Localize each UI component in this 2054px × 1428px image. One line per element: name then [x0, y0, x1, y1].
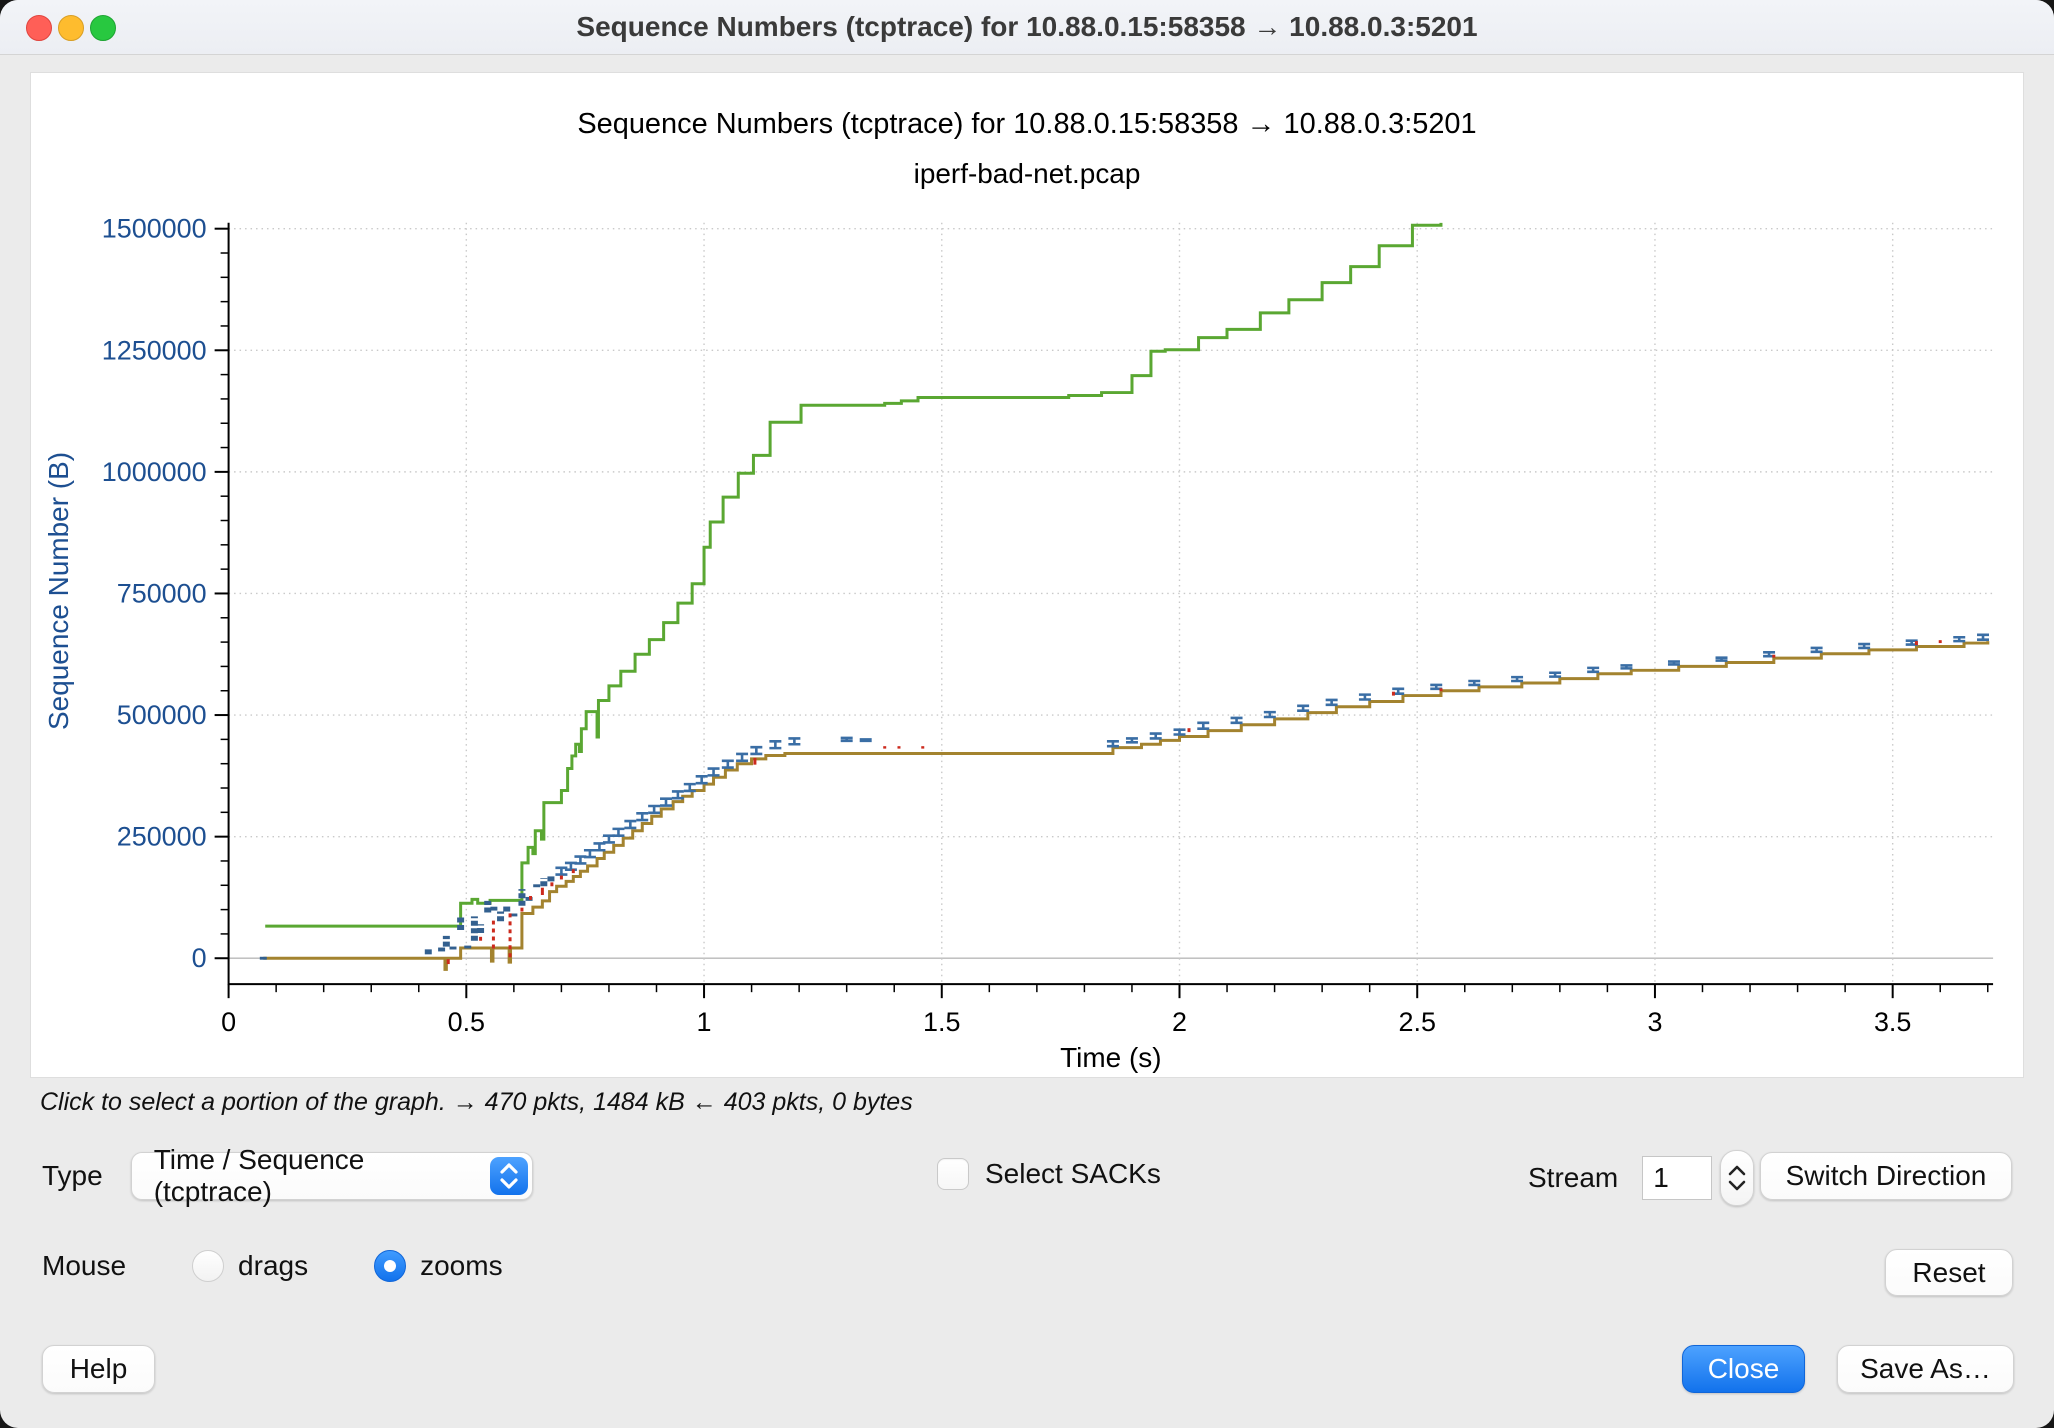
popup-chevrons-icon — [489, 1157, 528, 1195]
series-segment-bursts-blue — [259, 875, 555, 960]
help-button[interactable]: Help — [42, 1345, 155, 1393]
chart-subtitle: iperf-bad-net.pcap — [914, 158, 1141, 189]
y-axis-label: Sequence Number (B) — [43, 452, 74, 730]
svg-text:3: 3 — [1647, 1007, 1662, 1037]
y-tick-labels: 0 250000 500000 750000 1000000 1250000 1500000 — [102, 214, 207, 974]
svg-text:2.5: 2.5 — [1398, 1007, 1435, 1037]
stepper-down-icon — [1728, 1180, 1746, 1191]
stream-number-input[interactable] — [1642, 1156, 1713, 1200]
graph-type-value: Time / Sequence (tcptrace) — [153, 1144, 365, 1207]
chart-title: Sequence Numbers (tcptrace) for 10.88.0.… — [577, 108, 1476, 140]
tcp-sequence-graph[interactable]: 0 0.5 1 1.5 2 2.5 3 3.5 0 250000 500000 750000 10000… — [31, 73, 2023, 1077]
svg-text:1000000: 1000000 — [102, 457, 207, 487]
svg-text:1: 1 — [697, 1007, 712, 1037]
stepper-up-icon — [1728, 1165, 1746, 1176]
svg-text:0.5: 0.5 — [448, 1007, 485, 1037]
window-title: Sequence Numbers (tcptrace) for 10.88.0.… — [576, 11, 1478, 42]
svg-text:1.5: 1.5 — [923, 1007, 960, 1037]
svg-text:1500000: 1500000 — [102, 214, 207, 244]
save-as-button[interactable]: Save As… — [1837, 1345, 2014, 1393]
chart-card: 0 0.5 1 1.5 2 2.5 3 3.5 0 250000 500000 750000 10000… — [30, 72, 2024, 1078]
gridlines — [228, 222, 1994, 985]
x-axis-label: Time (s) — [1060, 1042, 1161, 1073]
svg-text:1250000: 1250000 — [102, 335, 207, 365]
graph-type-select[interactable]: Time / Sequence (tcptrace) — [130, 1144, 533, 1207]
titlebar: Sequence Numbers (tcptrace) for 10.88.0.… — [0, 0, 2054, 55]
series-data-segments-blue — [555, 633, 1990, 876]
type-label: Type — [42, 1160, 103, 1191]
svg-text:500000: 500000 — [117, 700, 207, 730]
mouse-zooms-label: zooms — [420, 1250, 503, 1281]
mouse-drags-radio[interactable] — [192, 1250, 225, 1282]
window-minimize-button[interactable] — [58, 15, 84, 41]
stream-label: Stream — [1528, 1162, 1619, 1193]
mouse-zooms-radio[interactable] — [374, 1250, 407, 1282]
reset-button[interactable]: Reset — [1885, 1249, 2013, 1296]
window-zoom-button[interactable] — [90, 15, 116, 41]
series-sack-retransmission-red — [446, 640, 1942, 965]
series-ack-line-brown — [263, 641, 1990, 971]
svg-text:3.5: 3.5 — [1874, 1007, 1911, 1037]
stream-stepper[interactable] — [1720, 1150, 1755, 1206]
select-sacks-label: Select SACKs — [985, 1158, 1161, 1189]
svg-text:250000: 250000 — [117, 822, 207, 852]
series-receive-window-green — [265, 222, 1443, 928]
select-sacks-checkbox[interactable] — [937, 1158, 969, 1190]
window-close-button[interactable] — [26, 15, 52, 41]
svg-text:0: 0 — [192, 943, 207, 973]
svg-text:750000: 750000 — [117, 578, 207, 608]
switch-direction-button[interactable]: Switch Direction — [1760, 1152, 2012, 1200]
close-button[interactable]: Close — [1682, 1345, 1805, 1393]
mouse-drags-label: drags — [238, 1250, 309, 1281]
axes — [214, 222, 1994, 999]
x-tick-labels: 0 0.5 1 1.5 2 2.5 3 3.5 — [221, 1007, 1911, 1037]
hint-and-stats-text: Click to select a portion of the graph. … — [40, 1088, 913, 1116]
mouse-label: Mouse — [42, 1250, 127, 1281]
svg-text:2: 2 — [1172, 1007, 1187, 1037]
svg-text:0: 0 — [221, 1007, 236, 1037]
